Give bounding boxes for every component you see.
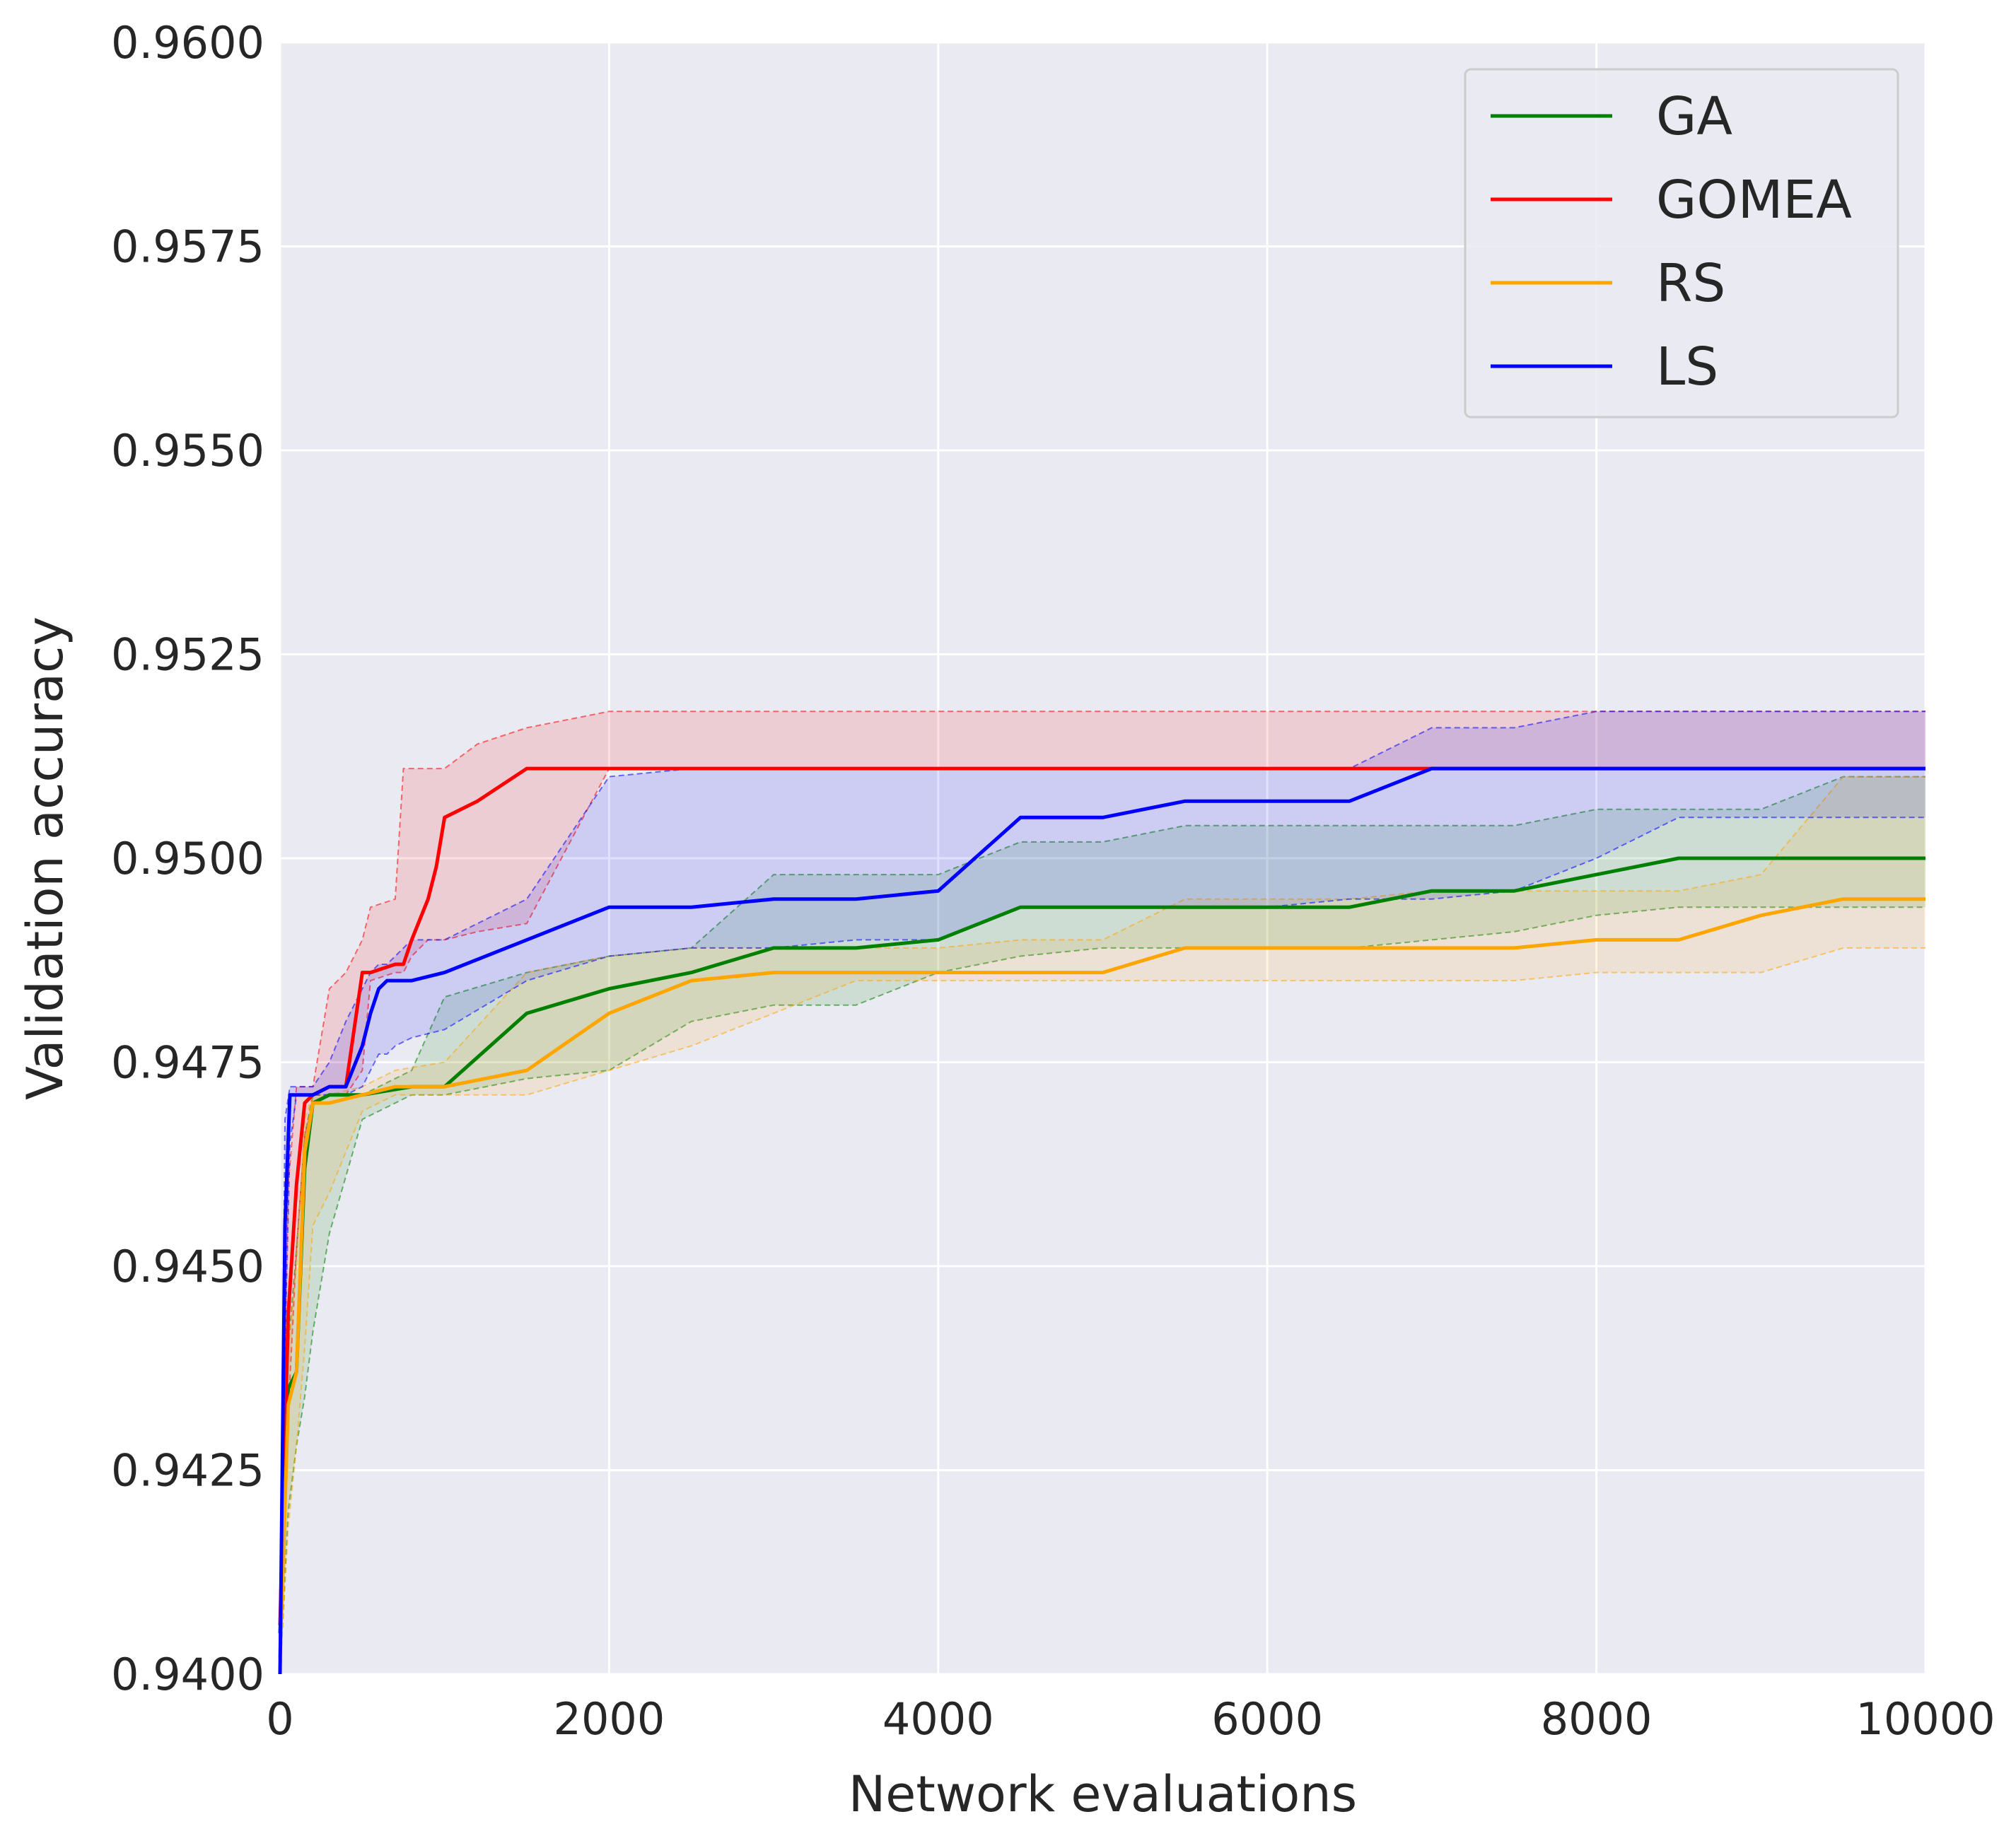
y-tick-label: 0.9450 — [111, 1241, 264, 1292]
x-tick-label: 2000 — [554, 1693, 665, 1745]
y-tick-label: 0.9400 — [111, 1649, 264, 1700]
x-tick-label: 10000 — [1855, 1693, 1995, 1745]
rs-line — [278, 897, 1925, 1658]
y-tick-labels: 0.9400 0.9425 0.9450 0.9475 0.9500 0.9525 0.95… — [111, 17, 264, 1700]
gomea-band-upper — [279, 711, 1925, 1625]
gomea-band — [280, 711, 1925, 1674]
rs-band — [280, 776, 1925, 1674]
ls-line — [278, 766, 1925, 1675]
x-tick-labels: 0 2000 4000 6000 8000 10000 — [266, 1693, 1995, 1745]
y-tick-label: 0.9475 — [111, 1037, 264, 1089]
ls-band-upper — [279, 711, 1925, 1675]
y-tick-label: 0.9425 — [111, 1445, 264, 1497]
rs-band-lower — [279, 947, 1925, 1675]
legend-box — [1464, 68, 1899, 419]
y-tick-label: 0.9550 — [111, 425, 264, 476]
x-axis-label: Network evaluations — [849, 1765, 1357, 1823]
x-tick-label: 6000 — [1211, 1693, 1323, 1745]
ga-band — [280, 776, 1925, 1674]
y-tick-label: 0.9500 — [111, 833, 264, 884]
y-tick-label: 0.9525 — [111, 629, 264, 681]
y-tick-label: 0.9600 — [111, 17, 264, 69]
ga-band-lower — [279, 906, 1925, 1675]
legend-label-rs: RS — [1656, 253, 1725, 314]
ga-line — [278, 856, 1925, 1634]
legend-label-ls: LS — [1656, 337, 1718, 397]
x-tick-label: 0 — [266, 1693, 293, 1745]
y-axis-label: Validation accuracy — [16, 616, 74, 1100]
ls-band-lower — [279, 817, 1925, 1675]
x-tick-label: 4000 — [882, 1693, 994, 1745]
legend: GA GOMEA RS LS — [1464, 68, 1899, 419]
legend-label-gomea: GOMEA — [1656, 170, 1852, 230]
ls-band — [280, 711, 1925, 1674]
legend-label-ga: GA — [1656, 86, 1732, 147]
series-lines — [278, 766, 1925, 1675]
x-tick-label: 8000 — [1541, 1693, 1653, 1745]
y-tick-label: 0.9575 — [111, 221, 264, 273]
